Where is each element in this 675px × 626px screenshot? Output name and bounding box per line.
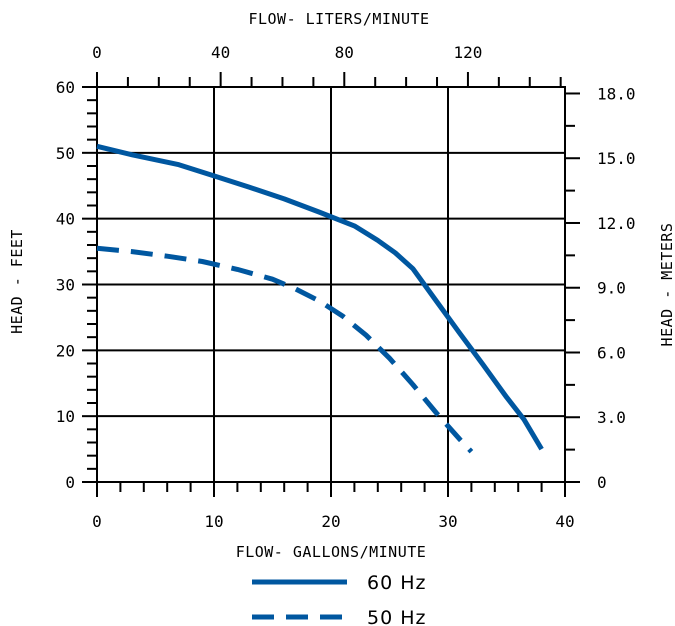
y2-tick-label-12.0: 12.0 xyxy=(597,214,636,233)
x-tick-label-0: 0 xyxy=(92,512,102,531)
y-tick-label-20: 20 xyxy=(56,341,75,360)
y2-tick-label-3.0: 3.0 xyxy=(597,408,626,427)
x-tick-label-40: 40 xyxy=(555,512,574,531)
y2-tick-label-18.0: 18.0 xyxy=(597,84,636,103)
grid-lines xyxy=(97,87,565,482)
x-tick-label-30: 30 xyxy=(438,512,457,531)
y2-tick-label-15.0: 15.0 xyxy=(597,149,636,168)
y2-tick-label-0: 0 xyxy=(597,473,607,492)
tick-labels: 0 10 20 30 40 0 10 20 30 40 50 60 0 40 80 120 0 3.0 6.0 9.0… xyxy=(56,43,636,531)
x2-tick-label-120: 120 xyxy=(453,43,482,62)
x2-tick-label-40: 40 xyxy=(211,43,230,62)
series-lines xyxy=(96,143,544,454)
y-axis-title: HEAD - FEET xyxy=(8,229,26,334)
legend-label-50hz: 50 Hz xyxy=(367,607,426,626)
x2-tick-label-80: 80 xyxy=(335,43,354,62)
x-axis-title: FLOW- GALLONS/MINUTE xyxy=(236,543,427,561)
top-axis-title: FLOW- LITERS/MINUTE xyxy=(248,10,429,28)
y-tick-label-30: 30 xyxy=(56,276,75,295)
y-tick-label-10: 10 xyxy=(56,407,75,426)
x2-tick-label-0: 0 xyxy=(92,43,102,62)
series-line-50hz xyxy=(96,245,474,454)
legend-label-60hz: 60 Hz xyxy=(367,572,426,594)
y-tick-label-60: 60 xyxy=(56,78,75,97)
legend: 60 Hz 50 Hz xyxy=(252,572,426,626)
y-tick-label-0: 0 xyxy=(65,473,75,492)
y2-tick-label-9.0: 9.0 xyxy=(597,279,626,298)
y2-tick-label-6.0: 6.0 xyxy=(597,343,626,362)
plot-frame xyxy=(96,86,566,483)
series-line-60hz xyxy=(96,143,544,451)
right-axis-title: HEAD - METERS xyxy=(658,223,675,347)
y-tick-label-50: 50 xyxy=(56,144,75,163)
x-tick-label-20: 20 xyxy=(321,512,340,531)
y-tick-label-40: 40 xyxy=(56,210,75,229)
axis-ticks xyxy=(82,72,580,497)
x-tick-label-10: 10 xyxy=(204,512,223,531)
